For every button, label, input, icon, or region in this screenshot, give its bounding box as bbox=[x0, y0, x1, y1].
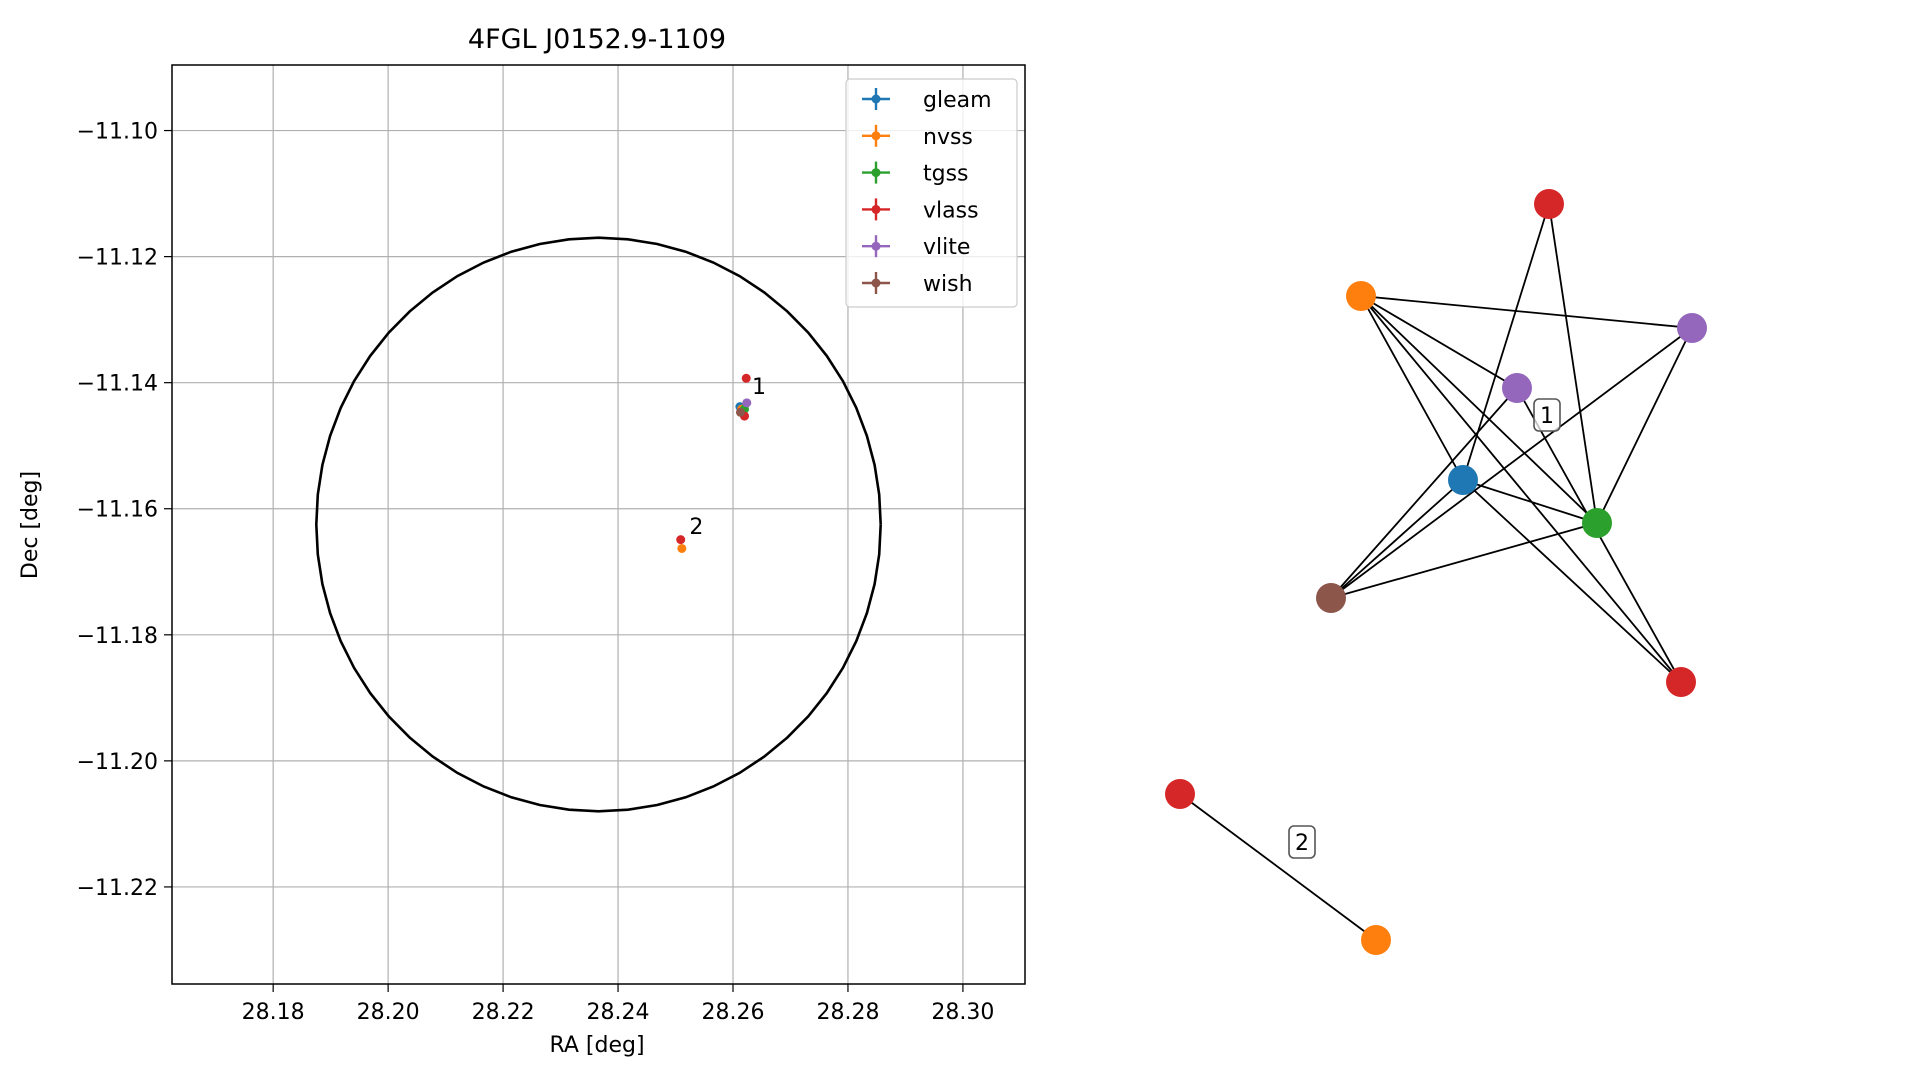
y-tick-label: −11.22 bbox=[77, 876, 158, 901]
y-tick-label: −11.20 bbox=[77, 750, 158, 775]
graph-group-label: 1 bbox=[1533, 398, 1561, 432]
graph-node-gleam bbox=[1448, 465, 1478, 495]
graph-edges bbox=[1179, 203, 1693, 941]
graph-edge bbox=[1360, 295, 1682, 683]
y-tick-label: −11.10 bbox=[77, 120, 158, 145]
point-nvss bbox=[677, 543, 687, 553]
graph-edge bbox=[1548, 203, 1598, 524]
graph-edge bbox=[1462, 479, 1598, 524]
graph-node-nvss bbox=[1361, 925, 1391, 955]
graph-group-labels: 12 bbox=[1288, 398, 1561, 859]
x-tick-label: 28.20 bbox=[357, 1000, 420, 1025]
y-tick-label: −11.14 bbox=[77, 372, 158, 397]
y-tick-label: −11.16 bbox=[77, 498, 158, 523]
graph-edge bbox=[1330, 327, 1693, 599]
network-graph-panel: 12 bbox=[1165, 189, 1707, 955]
y-axis-ticks: −11.10 −11.12 −11.14 −11.16 −11.18 −11.20 −11.… bbox=[77, 120, 172, 901]
point-wish bbox=[735, 407, 745, 417]
graph-edge bbox=[1330, 387, 1518, 599]
graph-node-wish bbox=[1316, 583, 1346, 613]
point-annotation: 2 bbox=[689, 515, 703, 540]
legend-label: nvss bbox=[923, 125, 973, 150]
x-tick-label: 28.30 bbox=[931, 1000, 994, 1025]
graph-node-tgss bbox=[1582, 508, 1612, 538]
x-axis-label: RA [deg] bbox=[549, 1033, 644, 1058]
graph-node-vlass bbox=[1534, 189, 1564, 219]
legend-entry-vlass: vlass bbox=[862, 198, 979, 223]
graph-edge bbox=[1360, 295, 1518, 389]
scatter-panel: 4FGL J0152.9-1109 12 28.18 28.20 28.22 28.2… bbox=[18, 24, 1026, 1058]
graph-nodes bbox=[1165, 189, 1707, 955]
x-tick-label: 28.24 bbox=[587, 1000, 650, 1025]
point-annotations: 12 bbox=[689, 375, 766, 540]
data-points bbox=[676, 373, 752, 553]
legend-label: wish bbox=[923, 272, 973, 297]
svg-text:1: 1 bbox=[1540, 404, 1554, 429]
graph-edge bbox=[1179, 793, 1377, 941]
graph-group-label: 2 bbox=[1288, 825, 1316, 859]
graph-edge bbox=[1360, 295, 1693, 329]
legend: gleam nvss tgss vlass vlite wish bbox=[845, 78, 1018, 308]
graph-node-vlass bbox=[1165, 779, 1195, 809]
x-tick-label: 28.22 bbox=[472, 1000, 535, 1025]
plot-frame bbox=[171, 64, 1026, 985]
chart-title: 4FGL J0152.9-1109 bbox=[468, 24, 726, 55]
graph-edge bbox=[1596, 327, 1693, 524]
svg-text:2: 2 bbox=[1295, 831, 1309, 856]
legend-entry-vlite: vlite bbox=[862, 235, 970, 260]
legend-entry-wish: wish bbox=[862, 272, 973, 297]
legend-label: vlass bbox=[923, 198, 979, 223]
graph-edge bbox=[1462, 479, 1682, 683]
graph-node-vlite bbox=[1502, 373, 1532, 403]
x-axis-ticks: 28.18 28.20 28.22 28.24 28.26 28.28 28.30 bbox=[242, 984, 994, 1025]
x-tick-label: 28.28 bbox=[816, 1000, 879, 1025]
graph-edge bbox=[1462, 203, 1550, 481]
point-vlite bbox=[742, 398, 752, 408]
x-tick-label: 28.18 bbox=[242, 1000, 305, 1025]
legend-entry-gleam: gleam bbox=[862, 88, 992, 113]
y-axis-label: Dec [deg] bbox=[18, 471, 43, 579]
graph-node-vlite bbox=[1677, 313, 1707, 343]
y-tick-label: −11.12 bbox=[77, 246, 158, 271]
y-tick-label: −11.18 bbox=[77, 624, 158, 649]
legend-label: gleam bbox=[923, 88, 992, 113]
graph-edge bbox=[1330, 522, 1598, 599]
x-tick-label: 28.26 bbox=[702, 1000, 765, 1025]
graph-edge bbox=[1360, 295, 1598, 524]
point-annotation: 1 bbox=[752, 375, 766, 400]
legend-label: tgss bbox=[923, 162, 969, 187]
uncertainty-circle bbox=[314, 236, 882, 813]
point-vlass bbox=[741, 373, 751, 383]
legend-label: vlite bbox=[923, 235, 970, 260]
graph-edge bbox=[1360, 295, 1464, 481]
error-circle bbox=[314, 236, 882, 813]
legend-entry-nvss: nvss bbox=[862, 124, 973, 150]
graph-edge bbox=[1330, 479, 1464, 599]
graph-node-vlass bbox=[1666, 667, 1696, 697]
graph-node-nvss bbox=[1346, 281, 1376, 311]
point-vlass bbox=[676, 535, 686, 545]
legend-entry-tgss: tgss bbox=[862, 161, 969, 187]
